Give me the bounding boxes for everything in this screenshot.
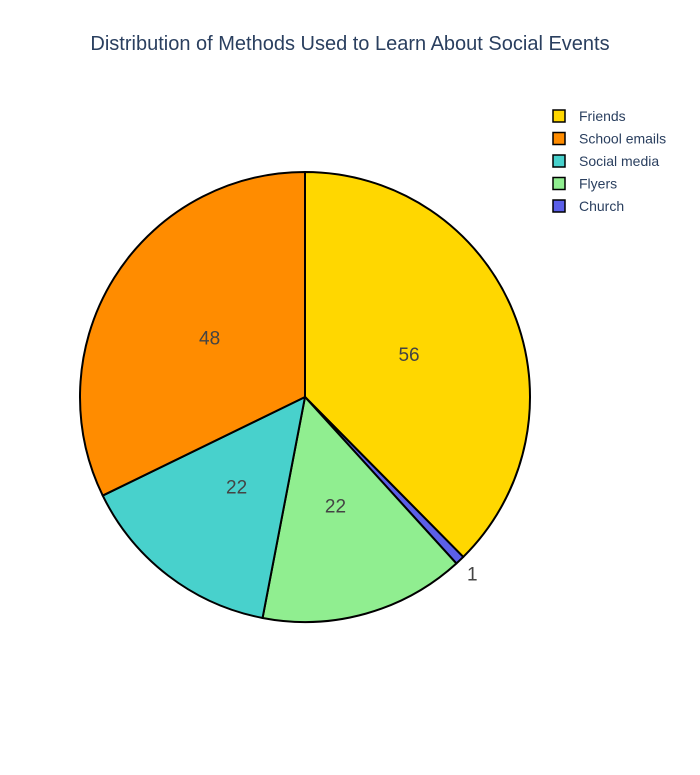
legend-item-friends[interactable]: Friends bbox=[552, 108, 626, 124]
legend-label-church: Church bbox=[579, 198, 624, 214]
slice-label-social-media: 22 bbox=[226, 477, 247, 498]
pie-slices bbox=[79, 171, 531, 623]
legend-label-friends: Friends bbox=[579, 108, 626, 124]
legend-item-school-emails[interactable]: School emails bbox=[552, 131, 666, 147]
legend-label-school-emails: School emails bbox=[579, 131, 666, 147]
slice-label-school-emails: 48 bbox=[199, 328, 220, 349]
slice-label-flyers: 22 bbox=[325, 496, 346, 517]
slice-label-friends: 56 bbox=[398, 345, 419, 366]
pie-slice-school-emails[interactable] bbox=[79, 171, 306, 497]
legend-swatch-friends bbox=[552, 109, 566, 123]
legend-swatch-church bbox=[552, 199, 566, 213]
chart-title: Distribution of Methods Used to Learn Ab… bbox=[90, 33, 609, 55]
legend-item-social-media[interactable]: Social media bbox=[552, 153, 659, 169]
legend-swatch-flyers bbox=[552, 176, 566, 191]
slice-labels: 56 1 22 22 48 bbox=[199, 328, 477, 585]
pie-slice-friends[interactable] bbox=[304, 171, 531, 558]
legend-swatch-school-emails bbox=[552, 131, 566, 146]
pie-slice-flyers[interactable] bbox=[261, 396, 458, 623]
legend: Friends School emails Social media Flyers Ch… bbox=[552, 108, 666, 214]
pie-slice-social-media[interactable] bbox=[101, 396, 306, 619]
legend-item-church[interactable]: Church bbox=[552, 198, 624, 214]
legend-item-flyers[interactable]: Flyers bbox=[552, 176, 617, 192]
legend-swatch-social-media bbox=[552, 154, 566, 168]
legend-label-flyers: Flyers bbox=[579, 176, 617, 192]
legend-label-social-media: Social media bbox=[579, 153, 659, 169]
slice-label-church: 1 bbox=[467, 564, 478, 585]
